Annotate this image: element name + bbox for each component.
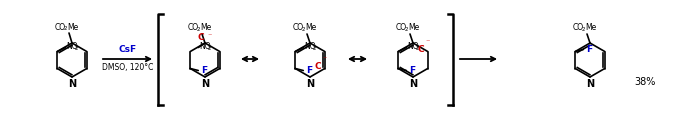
Text: CO: CO: [396, 24, 407, 33]
Text: 2: 2: [75, 46, 78, 51]
Text: 2: 2: [416, 46, 419, 51]
Text: F: F: [307, 66, 312, 75]
Text: F: F: [587, 45, 592, 54]
Text: 2: 2: [405, 27, 408, 32]
Text: ⁻: ⁻: [426, 38, 430, 46]
Text: Me: Me: [305, 24, 316, 33]
Text: Me: Me: [67, 22, 78, 31]
Text: DMSO, 120°C: DMSO, 120°C: [102, 63, 153, 72]
Text: CO: CO: [293, 24, 304, 33]
Text: 2: 2: [582, 27, 585, 32]
Text: N: N: [306, 79, 314, 89]
Text: F: F: [202, 66, 207, 75]
Text: C: C: [197, 33, 204, 42]
Text: CO: CO: [188, 24, 199, 33]
Text: CsF: CsF: [118, 45, 136, 54]
Text: 2: 2: [208, 46, 211, 51]
Text: CO: CO: [55, 22, 66, 31]
Text: 2: 2: [313, 46, 316, 51]
Text: ⁻: ⁻: [323, 55, 327, 64]
Text: 2: 2: [197, 27, 200, 32]
Text: NO: NO: [407, 42, 419, 51]
Text: C: C: [417, 45, 424, 54]
Text: Me: Me: [585, 24, 596, 33]
Text: 2: 2: [64, 26, 67, 31]
Text: ⁻: ⁻: [207, 31, 211, 40]
Text: C: C: [314, 62, 321, 71]
Text: NO: NO: [304, 42, 316, 51]
Text: Me: Me: [200, 24, 211, 33]
Text: Me: Me: [408, 24, 419, 33]
Text: N: N: [201, 79, 209, 89]
Text: NO: NO: [66, 42, 78, 51]
Text: 2: 2: [302, 27, 305, 32]
Text: CO: CO: [573, 24, 584, 33]
Text: N: N: [409, 79, 417, 89]
Text: N: N: [586, 79, 594, 89]
Text: F: F: [410, 66, 415, 75]
Text: N: N: [68, 79, 76, 89]
Text: 38%: 38%: [634, 77, 656, 87]
Text: NO: NO: [199, 42, 211, 51]
